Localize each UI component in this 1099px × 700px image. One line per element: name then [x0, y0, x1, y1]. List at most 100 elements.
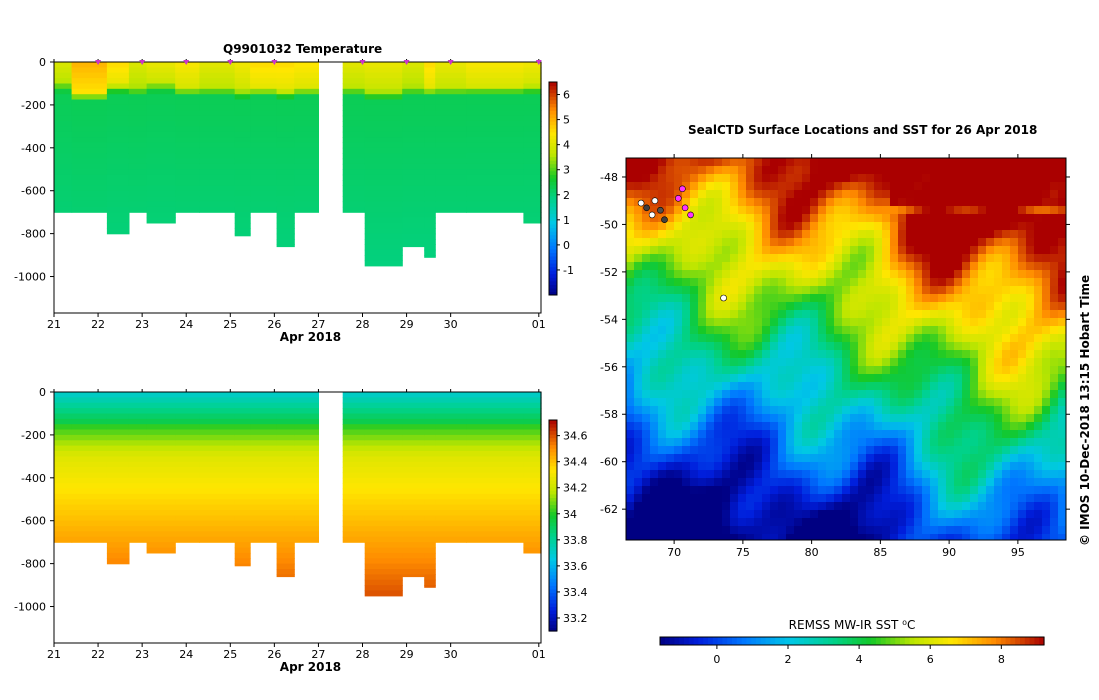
sst-cell	[666, 270, 675, 279]
section-cell	[250, 121, 278, 127]
section-cell	[466, 115, 524, 122]
sst-cell	[962, 518, 971, 527]
sst-cell	[730, 446, 739, 455]
sst-cell	[810, 238, 819, 247]
sst-cell	[898, 382, 907, 391]
section-cell	[435, 429, 467, 436]
sst-cell	[770, 334, 779, 343]
section-cell	[234, 392, 251, 398]
sst-cell	[1058, 270, 1067, 279]
sst-cell	[1002, 470, 1011, 479]
sst-cell	[762, 398, 771, 407]
sst-cell	[690, 510, 699, 519]
section-cell	[146, 526, 176, 533]
sst-cell	[810, 198, 819, 207]
sst-cell	[986, 302, 995, 311]
sst-cell	[634, 238, 643, 247]
sst-cell	[722, 190, 731, 199]
section-cell	[364, 504, 403, 511]
ctd-location-marker	[679, 185, 686, 193]
sst-cell	[746, 238, 755, 247]
sst-cell	[682, 294, 691, 303]
sst-cell	[946, 206, 955, 215]
section-cell	[276, 445, 295, 452]
section-cell	[435, 88, 467, 95]
section-cell	[175, 488, 200, 495]
sst-cell	[978, 414, 987, 423]
section-cell	[234, 563, 251, 567]
sst-cell	[1002, 358, 1011, 367]
sst-colorbar-label: REMSS MW-IR SST ⁰C	[789, 618, 916, 632]
sst-colorbar-tick-label: 0	[713, 653, 720, 666]
section-cell	[71, 515, 108, 522]
sst-cell	[1042, 246, 1051, 255]
section-cell	[175, 206, 200, 213]
colorbar-segment	[549, 595, 557, 600]
sst-cell	[1042, 230, 1051, 239]
sst-cell	[818, 406, 827, 415]
sst-cell	[786, 374, 795, 383]
sst-cell	[954, 278, 963, 287]
sst-cell	[842, 534, 851, 541]
sst-cell	[1050, 398, 1059, 407]
sst-cell	[762, 222, 771, 231]
sst-cell	[1042, 254, 1051, 263]
sst-cell	[962, 486, 971, 495]
sst-cell	[698, 430, 707, 439]
sst-cell	[666, 206, 675, 215]
sst-cell	[674, 494, 683, 503]
sst-cell	[674, 390, 683, 399]
sst-cell	[706, 342, 715, 351]
section-cell	[523, 196, 542, 203]
sst-cell	[1026, 454, 1035, 463]
sst-cell	[930, 470, 939, 479]
sst-cell	[1010, 414, 1019, 423]
sst-cell	[682, 382, 691, 391]
sst-cell	[690, 422, 699, 431]
sst-cell	[890, 294, 899, 303]
section-cell	[175, 62, 200, 68]
sst-cell	[874, 158, 883, 167]
section-cell	[146, 169, 176, 176]
sst-cell	[674, 470, 683, 479]
section-cell	[54, 121, 73, 127]
section-cell	[402, 201, 425, 208]
section-cell	[146, 142, 176, 149]
section-cell	[342, 115, 366, 122]
sst-cell	[946, 454, 955, 463]
sst-cell	[1010, 430, 1019, 439]
sst-cell	[746, 406, 755, 415]
sst-cell	[1034, 166, 1043, 175]
sst-cell	[778, 478, 787, 487]
sst-cell	[994, 238, 1003, 247]
sst-cell	[666, 366, 675, 375]
section-cell	[294, 62, 319, 68]
sst-cell	[858, 206, 867, 215]
sst-cell	[882, 214, 891, 223]
sst-cell	[642, 422, 651, 431]
x-tick-label: 25	[223, 318, 237, 331]
sst-cell	[1058, 454, 1067, 463]
sst-cell	[698, 190, 707, 199]
sst-cell	[714, 222, 723, 231]
sst-cell	[986, 214, 995, 223]
sst-cell	[970, 302, 979, 311]
sst-cell	[882, 190, 891, 199]
colorbar-frame	[548, 419, 558, 632]
sst-cell	[626, 302, 635, 311]
sst-cell	[706, 158, 715, 167]
section-cell	[523, 434, 542, 441]
section-cell	[466, 72, 524, 79]
section-cell	[276, 515, 295, 522]
sst-cell	[818, 366, 827, 375]
section-cell	[276, 228, 295, 235]
sst-cell	[1058, 198, 1067, 207]
sst-cell	[730, 518, 739, 527]
section-cell	[523, 137, 542, 144]
y-tick-label: -1000	[14, 601, 46, 614]
sst-cell	[1026, 246, 1035, 255]
section-cell	[71, 131, 108, 138]
sst-cell	[834, 422, 843, 431]
sst-cell	[626, 206, 635, 215]
sst-colorbar-segment	[669, 637, 675, 645]
